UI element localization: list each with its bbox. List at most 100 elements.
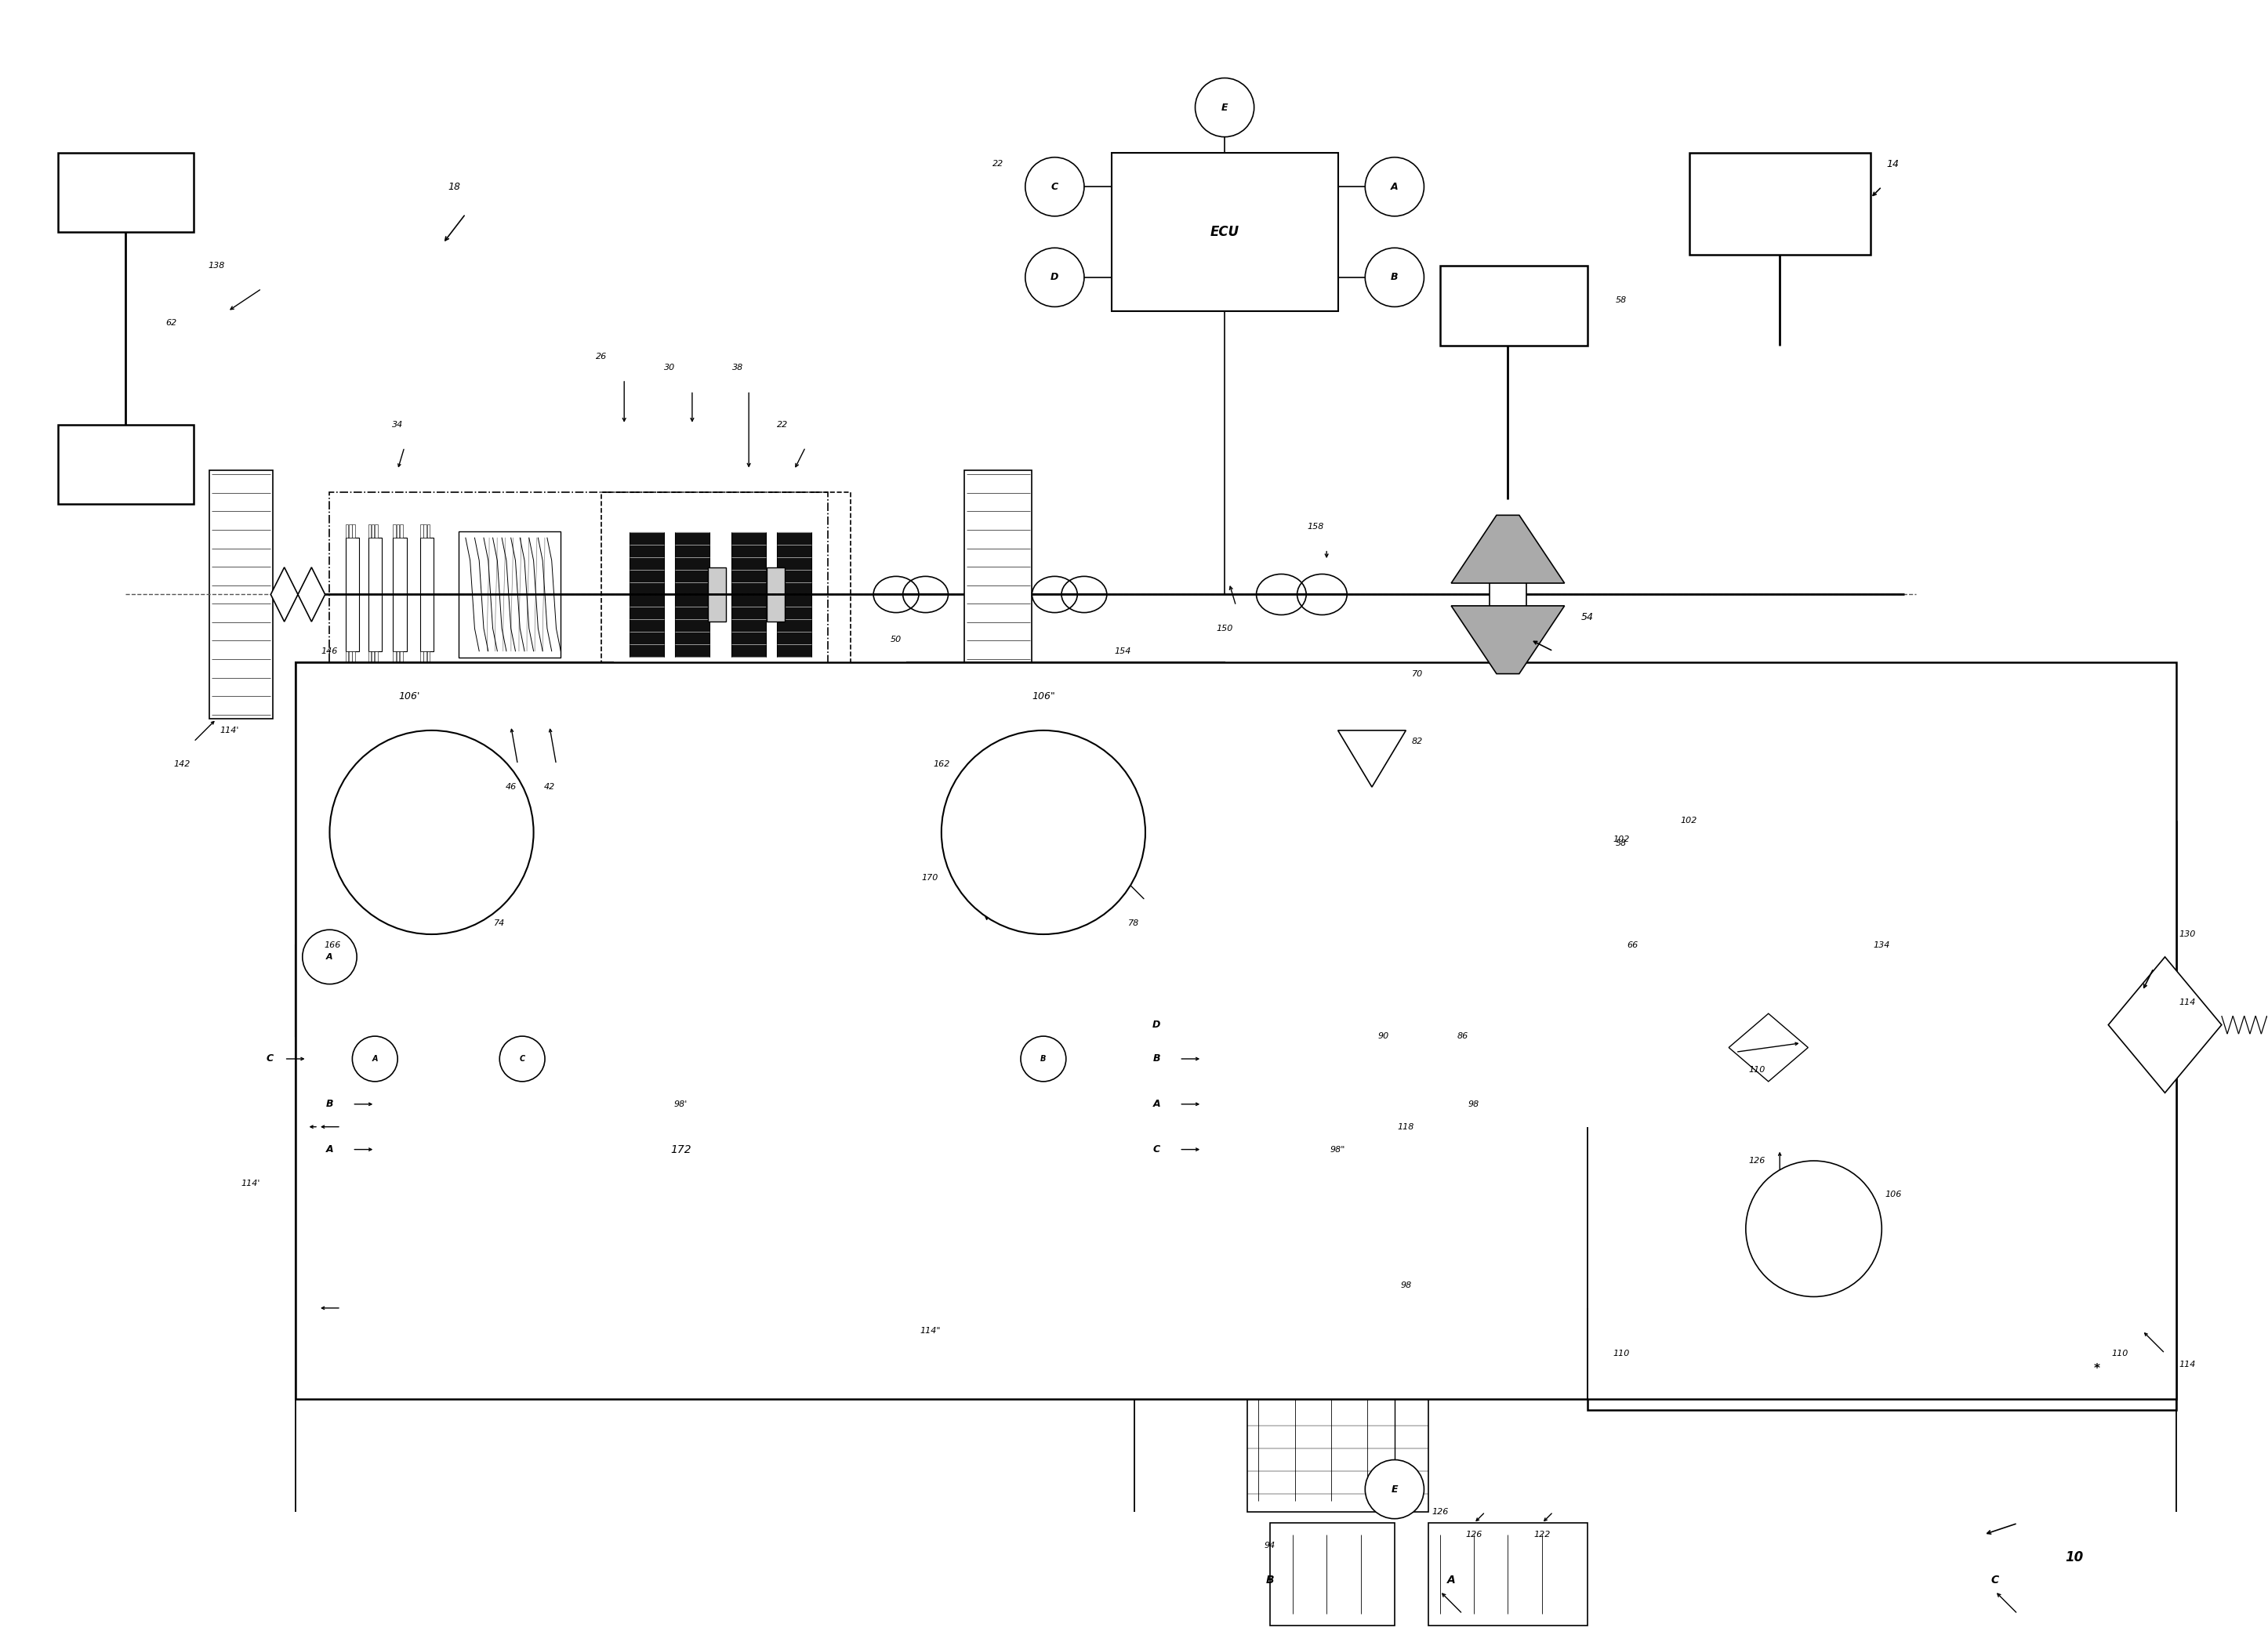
Text: 106": 106" — [1032, 691, 1055, 701]
Bar — [420, 539, 433, 652]
Bar — [397, 524, 399, 539]
Bar — [733, 532, 767, 657]
Bar — [1610, 1309, 2109, 1387]
Text: 110: 110 — [1613, 1350, 1628, 1358]
Text: B: B — [1390, 273, 1399, 282]
Text: C: C — [1991, 1575, 1998, 1586]
Bar — [1247, 1387, 1429, 1512]
Circle shape — [1365, 248, 1424, 307]
Circle shape — [1025, 158, 1084, 217]
Text: 126: 126 — [1465, 1530, 1483, 1539]
Text: 98": 98" — [1331, 1146, 1345, 1153]
Bar — [392, 539, 406, 652]
Text: 34: 34 — [392, 420, 404, 429]
Text: B: B — [1152, 1054, 1161, 1064]
Bar — [930, 923, 1089, 1036]
Text: 114': 114' — [220, 726, 238, 734]
Text: A: A — [1447, 1575, 1456, 1586]
Bar — [1656, 957, 1882, 1138]
Text: 66: 66 — [1626, 941, 1637, 949]
Text: 22: 22 — [993, 161, 1005, 167]
Text: 94: 94 — [1263, 1542, 1275, 1550]
Text: B: B — [1266, 1575, 1275, 1586]
Circle shape — [329, 731, 533, 934]
Text: C: C — [1050, 182, 1059, 192]
Text: 170: 170 — [921, 874, 939, 882]
Text: *: * — [2093, 1363, 2100, 1374]
Bar — [426, 524, 429, 539]
Bar — [1429, 1524, 1588, 1626]
Text: 42: 42 — [544, 783, 556, 791]
Bar — [424, 652, 426, 665]
Text: 98: 98 — [1467, 1100, 1479, 1108]
Text: 172: 172 — [671, 1144, 692, 1154]
Text: 82: 82 — [1411, 737, 1422, 745]
Bar — [1690, 153, 1871, 255]
Polygon shape — [2109, 957, 2223, 1094]
Polygon shape — [297, 566, 324, 622]
Text: 86: 86 — [1456, 1033, 1467, 1039]
Bar — [399, 524, 404, 539]
Text: 158: 158 — [1306, 522, 1325, 530]
Bar — [601, 493, 850, 719]
Bar — [57, 153, 193, 232]
Bar — [964, 470, 1032, 719]
Bar — [374, 923, 533, 1036]
Text: 70: 70 — [1411, 670, 1422, 678]
Bar — [345, 652, 349, 665]
Text: 126: 126 — [1431, 1507, 1449, 1516]
Text: 38: 38 — [733, 365, 744, 371]
Text: 150: 150 — [1216, 624, 1234, 632]
Text: C: C — [519, 1054, 524, 1062]
Polygon shape — [1728, 1013, 1808, 1082]
Text: B: B — [327, 1098, 333, 1110]
Text: ECU: ECU — [1211, 225, 1238, 240]
Bar — [1490, 560, 1526, 629]
Polygon shape — [270, 566, 297, 622]
Bar — [295, 662, 2177, 1399]
Bar — [352, 524, 356, 539]
Text: 10: 10 — [2066, 1550, 2084, 1565]
Text: 106: 106 — [1885, 1190, 1901, 1199]
Text: 138: 138 — [209, 263, 225, 269]
Bar — [295, 946, 1134, 1399]
Text: D: D — [1152, 1020, 1161, 1030]
Text: A: A — [327, 952, 333, 961]
Text: E: E — [1220, 102, 1227, 113]
Text: 162: 162 — [932, 760, 950, 768]
Bar — [295, 662, 612, 1036]
Bar — [1588, 821, 2177, 1410]
Text: 26: 26 — [596, 353, 608, 361]
Text: 58: 58 — [1615, 296, 1626, 304]
Text: 58: 58 — [1615, 839, 1626, 847]
Bar — [424, 524, 426, 539]
Text: A: A — [327, 1144, 333, 1154]
Circle shape — [941, 731, 1145, 934]
Text: 54: 54 — [1581, 612, 1594, 622]
Text: 114: 114 — [2180, 998, 2195, 1007]
Bar — [374, 652, 379, 665]
Text: 134: 134 — [1873, 941, 1889, 949]
Bar — [367, 524, 372, 539]
Text: A: A — [1152, 1098, 1161, 1110]
Bar — [420, 524, 424, 539]
Bar — [907, 662, 1225, 1036]
Text: 18: 18 — [449, 182, 460, 192]
Bar — [345, 539, 358, 652]
Circle shape — [1365, 1460, 1424, 1519]
Text: 114: 114 — [2180, 1361, 2195, 1368]
Text: 106': 106' — [399, 691, 420, 701]
Text: 14: 14 — [1887, 159, 1898, 169]
Bar — [458, 530, 560, 658]
Text: C: C — [265, 1054, 272, 1064]
Text: 146: 146 — [322, 647, 338, 655]
Bar — [367, 652, 372, 665]
Bar — [1111, 673, 1213, 775]
Text: D: D — [1050, 273, 1059, 282]
Circle shape — [1021, 1036, 1066, 1082]
Text: 102: 102 — [1681, 818, 1696, 824]
Text: 22: 22 — [778, 420, 789, 429]
Text: 122: 122 — [1533, 1530, 1551, 1539]
Circle shape — [1746, 1161, 1882, 1297]
Bar — [1270, 1524, 1395, 1626]
